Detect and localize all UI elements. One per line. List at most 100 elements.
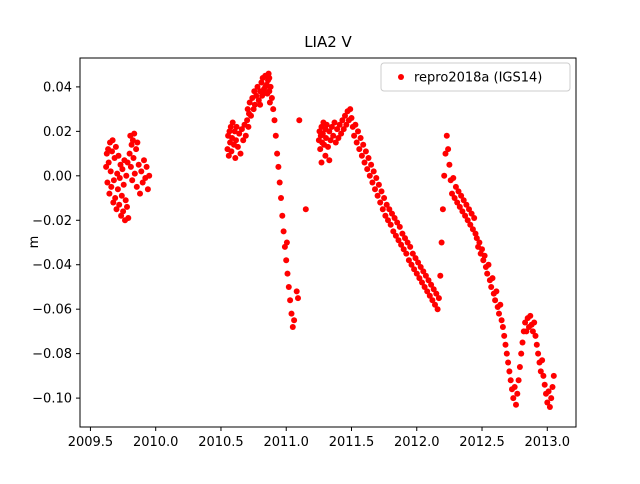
scatter-point xyxy=(278,195,284,201)
scatter-point xyxy=(103,163,110,170)
scatter-point xyxy=(539,357,546,364)
scatter-point xyxy=(129,177,136,184)
y-tick-label: −0.02 xyxy=(32,214,72,229)
scatter-point xyxy=(257,101,264,108)
scatter-point xyxy=(295,295,301,302)
scatter-point xyxy=(451,195,458,201)
scatter-point xyxy=(238,126,245,133)
scatter-point xyxy=(326,157,333,164)
scatter-point xyxy=(476,239,483,246)
scatter-point xyxy=(293,288,300,295)
scatter-point xyxy=(358,152,365,159)
scatter-point xyxy=(124,203,130,210)
scatter-point xyxy=(379,206,386,213)
scatter-point xyxy=(253,92,260,99)
y-tick-label: −0.10 xyxy=(32,392,72,407)
scatter-point xyxy=(519,339,526,346)
scatter-point xyxy=(135,161,142,168)
scatter-point xyxy=(123,172,130,179)
scatter-point xyxy=(110,177,117,184)
scatter-point xyxy=(231,128,238,135)
scatter-point xyxy=(347,106,354,113)
scatter-point xyxy=(255,97,262,104)
scatter-point xyxy=(516,364,523,370)
y-tick-label: 0.02 xyxy=(43,125,72,140)
scatter-point xyxy=(510,395,517,402)
legend: repro2018a (IGS14) xyxy=(380,62,571,92)
scatter-point xyxy=(289,324,296,330)
scatter-point xyxy=(353,139,360,146)
scatter-point xyxy=(283,239,290,246)
scatter-point xyxy=(119,166,126,173)
scatter-point xyxy=(284,270,291,277)
scatter-point xyxy=(318,159,325,166)
scatter-point xyxy=(361,159,368,166)
scatter-point xyxy=(420,268,427,275)
scatter-point xyxy=(514,390,521,397)
legend-box xyxy=(380,62,571,92)
scatter-point xyxy=(400,246,407,253)
scatter-point xyxy=(331,119,338,126)
scatter-point xyxy=(503,350,510,357)
scatter-point xyxy=(130,155,137,161)
x-tick-label: 2011.5 xyxy=(329,435,375,450)
scatter-point xyxy=(438,239,445,246)
scatter-point xyxy=(106,190,113,197)
scatter-point xyxy=(144,186,151,193)
scatter-point xyxy=(452,183,459,190)
scatter-point xyxy=(248,112,254,119)
x-tick-label: 2010.5 xyxy=(198,435,244,450)
scatter-point xyxy=(492,297,499,304)
scatter-point xyxy=(522,319,529,326)
scatter-point xyxy=(489,275,496,282)
scatter-point xyxy=(373,175,380,181)
x-tick-label: 2012.0 xyxy=(394,435,440,450)
scatter-point xyxy=(449,190,455,197)
scatter-point xyxy=(137,190,143,197)
scatter-point xyxy=(396,223,403,230)
scatter-point xyxy=(484,270,491,277)
scatter-point xyxy=(120,208,127,215)
scatter-point xyxy=(226,128,233,135)
scatter-point xyxy=(112,143,119,150)
scatter-point xyxy=(424,288,431,295)
scatter-point xyxy=(389,210,395,217)
scatter-point xyxy=(488,284,495,290)
scatter-point xyxy=(267,83,274,90)
scatter-point xyxy=(322,152,329,159)
scatter-point xyxy=(441,172,448,179)
scatter-point xyxy=(115,152,122,159)
scatter-point xyxy=(342,112,348,119)
scatter-point xyxy=(387,221,394,228)
scatter-point xyxy=(244,117,251,124)
scatter-point xyxy=(141,157,147,164)
scatter-point xyxy=(533,341,540,348)
scatter-point xyxy=(268,95,275,101)
scatter-point xyxy=(126,150,133,157)
scatter-series xyxy=(103,70,557,410)
scatter-point xyxy=(471,215,478,221)
scatter-point xyxy=(146,172,153,179)
scatter-point xyxy=(430,286,437,293)
scatter-point xyxy=(374,192,381,199)
scatter-point xyxy=(369,179,376,186)
scatter-point xyxy=(497,301,504,308)
y-tick-label: −0.06 xyxy=(32,303,72,318)
scatter-point xyxy=(382,212,389,219)
scatter-point xyxy=(435,295,442,302)
scatter-point xyxy=(134,139,141,146)
scatter-point xyxy=(356,146,363,153)
scatter-point xyxy=(391,215,398,221)
scatter-point xyxy=(480,257,487,264)
scatter-point xyxy=(323,121,330,128)
legend-label: repro2018a (IGS14) xyxy=(414,71,542,86)
scatter-point xyxy=(237,150,244,157)
scatter-point xyxy=(270,106,277,113)
scatter-point xyxy=(296,117,303,124)
scatter-point xyxy=(442,150,449,157)
scatter-point xyxy=(122,197,129,204)
scatter-point xyxy=(114,186,121,193)
scatter-point xyxy=(458,192,465,199)
